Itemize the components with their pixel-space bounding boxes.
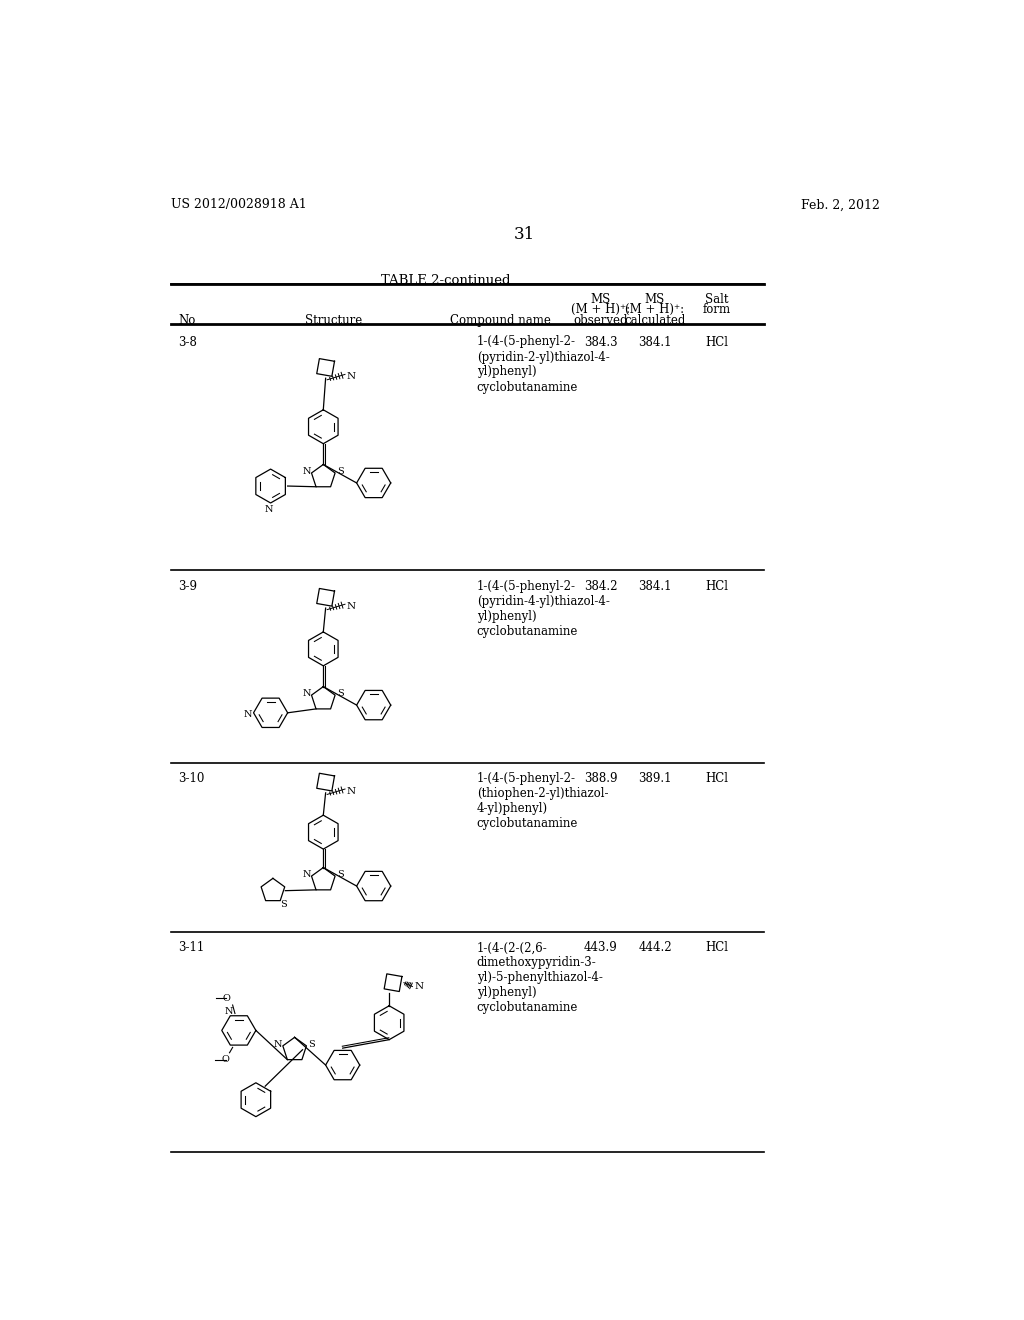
Text: S: S — [280, 900, 287, 909]
Text: 1-(4-(5-phenyl-2-
(pyridin-4-yl)thiazol-4-
yl)phenyl)
cyclobutanamine: 1-(4-(5-phenyl-2- (pyridin-4-yl)thiazol-… — [477, 579, 609, 638]
Text: 3-9: 3-9 — [178, 579, 198, 593]
Text: MS: MS — [645, 293, 666, 306]
Text: S: S — [337, 467, 344, 475]
Text: HCl: HCl — [706, 941, 728, 954]
Text: N: N — [244, 710, 252, 719]
Text: No: No — [178, 314, 196, 327]
Text: 389.1: 389.1 — [638, 772, 672, 785]
Text: N: N — [414, 982, 423, 991]
Text: (M + H)⁺:: (M + H)⁺: — [571, 304, 631, 317]
Text: calculated: calculated — [625, 314, 686, 327]
Text: 384.2: 384.2 — [584, 579, 617, 593]
Text: Salt: Salt — [706, 293, 729, 306]
Text: MS: MS — [591, 293, 611, 306]
Text: (M + H)⁺:: (M + H)⁺: — [626, 304, 685, 317]
Text: N: N — [225, 1007, 233, 1015]
Text: S: S — [308, 1040, 315, 1048]
Text: US 2012/0028918 A1: US 2012/0028918 A1 — [171, 198, 306, 211]
Text: 3-11: 3-11 — [178, 941, 205, 954]
Text: 384.1: 384.1 — [638, 579, 672, 593]
Text: N: N — [273, 1040, 282, 1048]
Text: 1-(4-(2-(2,6-
dimethoxypyridin-3-
yl)-5-phenylthiazol-4-
yl)phenyl)
cyclobutanam: 1-(4-(2-(2,6- dimethoxypyridin-3- yl)-5-… — [477, 941, 603, 1015]
Text: observed: observed — [573, 314, 628, 327]
Text: Structure: Structure — [305, 314, 362, 327]
Text: 1-(4-(5-phenyl-2-
(pyridin-2-yl)thiazol-4-
yl)phenyl)
cyclobutanamine: 1-(4-(5-phenyl-2- (pyridin-2-yl)thiazol-… — [477, 335, 609, 393]
Text: N: N — [347, 787, 355, 796]
Text: O: O — [222, 1055, 229, 1064]
Text: 3-8: 3-8 — [178, 335, 198, 348]
Text: 384.3: 384.3 — [584, 335, 617, 348]
Text: form: form — [702, 304, 731, 317]
Text: N: N — [302, 689, 310, 698]
Text: 3-10: 3-10 — [178, 772, 205, 785]
Text: S: S — [337, 689, 344, 698]
Text: HCl: HCl — [706, 579, 728, 593]
Text: N: N — [347, 602, 355, 611]
Text: TABLE 2-continued: TABLE 2-continued — [381, 275, 511, 286]
Text: 31: 31 — [514, 226, 536, 243]
Text: HCl: HCl — [706, 772, 728, 785]
Text: 384.1: 384.1 — [638, 335, 672, 348]
Text: O: O — [222, 994, 230, 1003]
Text: Compound name: Compound name — [450, 314, 551, 327]
Text: 388.9: 388.9 — [584, 772, 617, 785]
Text: 1-(4-(5-phenyl-2-
(thiophen-2-yl)thiazol-
4-yl)phenyl)
cyclobutanamine: 1-(4-(5-phenyl-2- (thiophen-2-yl)thiazol… — [477, 772, 608, 830]
Text: 443.9: 443.9 — [584, 941, 617, 954]
Text: N: N — [265, 504, 273, 513]
Text: Feb. 2, 2012: Feb. 2, 2012 — [801, 198, 880, 211]
Text: 444.2: 444.2 — [638, 941, 672, 954]
Text: S: S — [337, 870, 344, 879]
Text: HCl: HCl — [706, 335, 728, 348]
Text: N: N — [347, 372, 355, 381]
Text: N: N — [302, 467, 310, 475]
Text: N: N — [302, 870, 310, 879]
